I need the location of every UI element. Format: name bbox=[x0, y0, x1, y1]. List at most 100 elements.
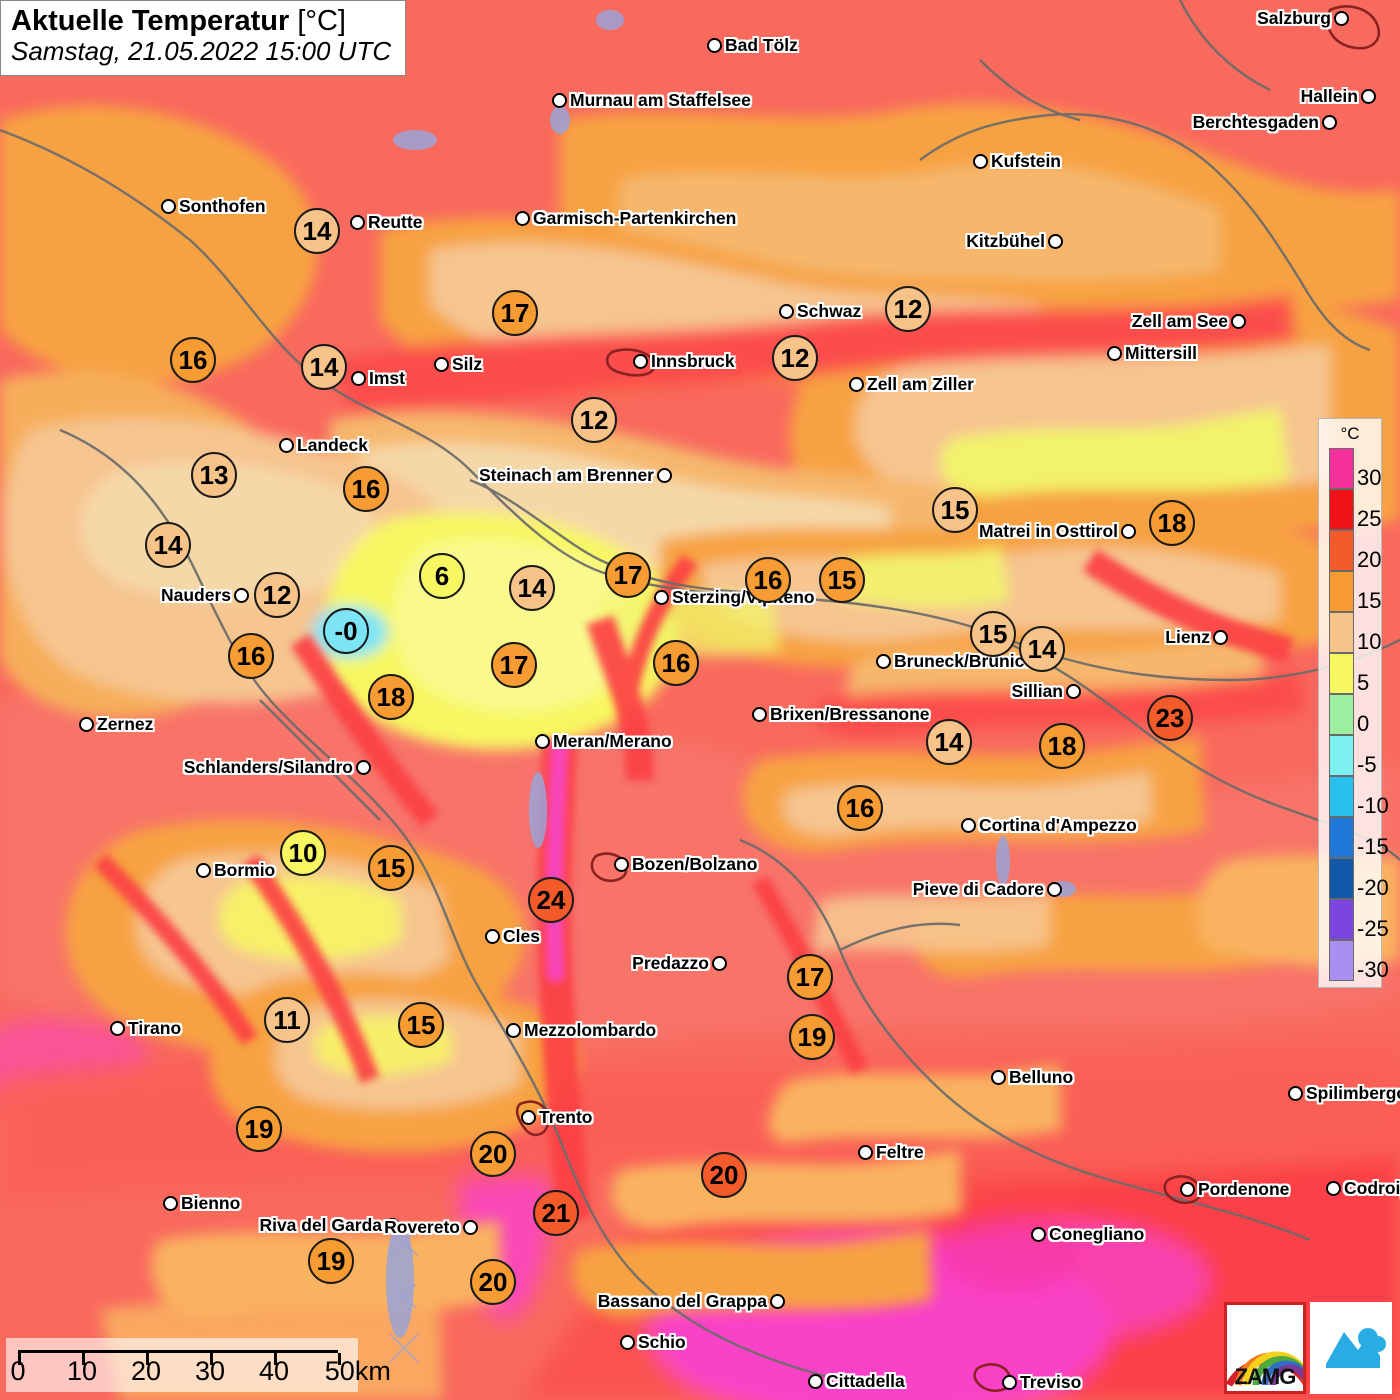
station-temperature-marker[interactable]: 12 bbox=[571, 397, 617, 443]
station-temperature-marker[interactable]: 16 bbox=[745, 557, 791, 603]
city-dot-icon bbox=[654, 590, 669, 605]
city-dot-icon bbox=[1107, 346, 1122, 361]
city-marker: Meran/Merano bbox=[535, 731, 672, 752]
city-marker: Trento bbox=[521, 1107, 592, 1128]
city-name-label: Brixen/Bressanone bbox=[770, 704, 930, 724]
station-temperature-marker[interactable]: 15 bbox=[398, 1002, 444, 1048]
station-temperature-marker[interactable]: 14 bbox=[294, 208, 340, 254]
station-temperature-marker[interactable]: 23 bbox=[1147, 695, 1193, 741]
city-dot-icon bbox=[1180, 1182, 1195, 1197]
station-temperature-marker[interactable]: 19 bbox=[236, 1106, 282, 1152]
legend-value-label: -15 bbox=[1357, 834, 1389, 859]
station-temperature-marker[interactable]: 14 bbox=[926, 719, 972, 765]
station-temperature-marker[interactable]: 18 bbox=[1149, 500, 1195, 546]
station-temperature-marker[interactable]: 19 bbox=[789, 1014, 835, 1060]
station-temperature-marker[interactable]: 12 bbox=[885, 286, 931, 332]
station-temperature-marker[interactable]: 15 bbox=[932, 487, 978, 533]
city-marker: Belluno bbox=[991, 1067, 1073, 1088]
legend-entry: -15 bbox=[1319, 817, 1389, 859]
city-name-label: Cortina d'Ampezzo bbox=[979, 815, 1137, 835]
city-dot-icon bbox=[552, 93, 567, 108]
zamg-rainbow-logo[interactable]: ZAMG bbox=[1224, 1302, 1306, 1394]
city-marker: Bozen/Bolzano bbox=[614, 854, 757, 875]
station-temperature-marker[interactable]: 18 bbox=[368, 674, 414, 720]
station-temperature-marker[interactable]: 17 bbox=[787, 954, 833, 1000]
station-temperature-marker[interactable]: 6 bbox=[419, 553, 465, 599]
station-temperature-marker[interactable]: 16 bbox=[837, 785, 883, 831]
legend-entry: -5 bbox=[1319, 735, 1381, 777]
city-marker: Zell am See bbox=[1132, 311, 1246, 332]
city-name-label: Bruneck/Brunico bbox=[894, 651, 1035, 671]
city-name-label: Berchtesgaden bbox=[1192, 112, 1319, 132]
station-temperature-marker[interactable]: 11 bbox=[264, 997, 310, 1043]
station-temperature-marker[interactable]: 14 bbox=[301, 344, 347, 390]
city-dot-icon bbox=[1361, 89, 1376, 104]
city-name-label: Nauders bbox=[160, 585, 231, 605]
city-dot-icon bbox=[385, 1218, 400, 1233]
legend-swatch bbox=[1329, 653, 1354, 694]
city-name-label: Zernez bbox=[97, 714, 154, 734]
station-temperature-marker[interactable]: 17 bbox=[605, 552, 651, 598]
legend-entry: 0 bbox=[1319, 694, 1381, 736]
city-marker: Schwaz bbox=[779, 301, 861, 322]
station-temperature-marker[interactable]: 15 bbox=[368, 845, 414, 891]
legend-unit-label: °C bbox=[1340, 424, 1360, 443]
city-name-label: Bozen/Bolzano bbox=[632, 854, 758, 874]
city-dot-icon bbox=[79, 717, 94, 732]
station-temperature-marker[interactable]: 18 bbox=[1039, 723, 1085, 769]
legend-value-label: -20 bbox=[1357, 875, 1389, 900]
station-temperature-marker[interactable]: 16 bbox=[653, 640, 699, 686]
city-marker: Brixen/Bressanone bbox=[752, 704, 930, 725]
city-dot-icon bbox=[196, 863, 211, 878]
station-temperature-marker[interactable]: 14 bbox=[1019, 626, 1065, 672]
city-name-label: Zell am Ziller bbox=[867, 374, 974, 394]
legend-entry: -10 bbox=[1319, 776, 1389, 818]
station-temperature-marker[interactable]: 19 bbox=[308, 1238, 354, 1284]
station-temperature-marker[interactable]: 16 bbox=[170, 337, 216, 383]
city-marker: Matrei in Osttirol bbox=[979, 521, 1136, 542]
station-temperature-marker[interactable]: 14 bbox=[145, 522, 191, 568]
station-temperature-marker[interactable]: 12 bbox=[254, 572, 300, 618]
station-temperature-marker[interactable]: 15 bbox=[819, 557, 865, 603]
city-dot-icon bbox=[1066, 684, 1081, 699]
city-marker: Zell am Ziller bbox=[849, 374, 974, 395]
station-temperature-marker[interactable]: 16 bbox=[228, 633, 274, 679]
legend-value-label: 30 bbox=[1357, 465, 1382, 490]
rainbow-icon bbox=[1227, 1351, 1303, 1387]
city-dot-icon bbox=[707, 38, 722, 53]
legend-swatch bbox=[1329, 448, 1354, 489]
station-temperature-marker[interactable]: 14 bbox=[509, 565, 555, 611]
city-marker: Landeck bbox=[279, 435, 368, 456]
legend-entry: -30 bbox=[1319, 940, 1389, 982]
city-name-label: Murnau am Staffelsee bbox=[570, 90, 751, 110]
city-name-label: Mittersill bbox=[1125, 343, 1197, 363]
city-name-label: Silz bbox=[452, 354, 483, 374]
station-temperature-marker[interactable]: 24 bbox=[528, 877, 574, 923]
legend-swatch bbox=[1329, 530, 1354, 571]
city-marker: Predazzo bbox=[632, 953, 727, 974]
legend-value-label: 0 bbox=[1357, 711, 1370, 736]
station-temperature-marker[interactable]: 20 bbox=[701, 1152, 747, 1198]
city-dot-icon bbox=[961, 818, 976, 833]
city-dot-icon bbox=[1121, 524, 1136, 539]
station-temperature-marker[interactable]: 10 bbox=[280, 830, 326, 876]
city-name-label: Predazzo bbox=[632, 953, 709, 973]
station-temperature-marker[interactable]: 17 bbox=[492, 290, 538, 336]
station-temperature-marker[interactable]: 17 bbox=[491, 642, 537, 688]
legend-entry: 15 bbox=[1319, 571, 1381, 613]
city-marker: Steinach am Brenner bbox=[479, 465, 672, 486]
station-temperature-marker[interactable]: 13 bbox=[191, 452, 237, 498]
station-temperature-marker[interactable]: 20 bbox=[470, 1259, 516, 1305]
station-temperature-marker[interactable]: 20 bbox=[470, 1131, 516, 1177]
legend-swatch bbox=[1329, 858, 1354, 899]
station-temperature-marker[interactable]: 21 bbox=[533, 1190, 579, 1236]
station-temperature-marker[interactable]: 12 bbox=[772, 335, 818, 381]
city-marker: Bienno bbox=[163, 1193, 240, 1214]
blue-mountain-cloud-logo[interactable] bbox=[1310, 1302, 1392, 1394]
city-marker: Pordenone bbox=[1180, 1179, 1289, 1200]
station-temperature-marker[interactable]: 15 bbox=[970, 611, 1016, 657]
city-marker: Bad Tölz bbox=[707, 35, 798, 56]
station-temperature-marker[interactable]: 16 bbox=[343, 466, 389, 512]
city-name-label: Pieve di Cadore bbox=[912, 879, 1044, 899]
station-temperature-marker[interactable]: -0 bbox=[323, 608, 369, 654]
